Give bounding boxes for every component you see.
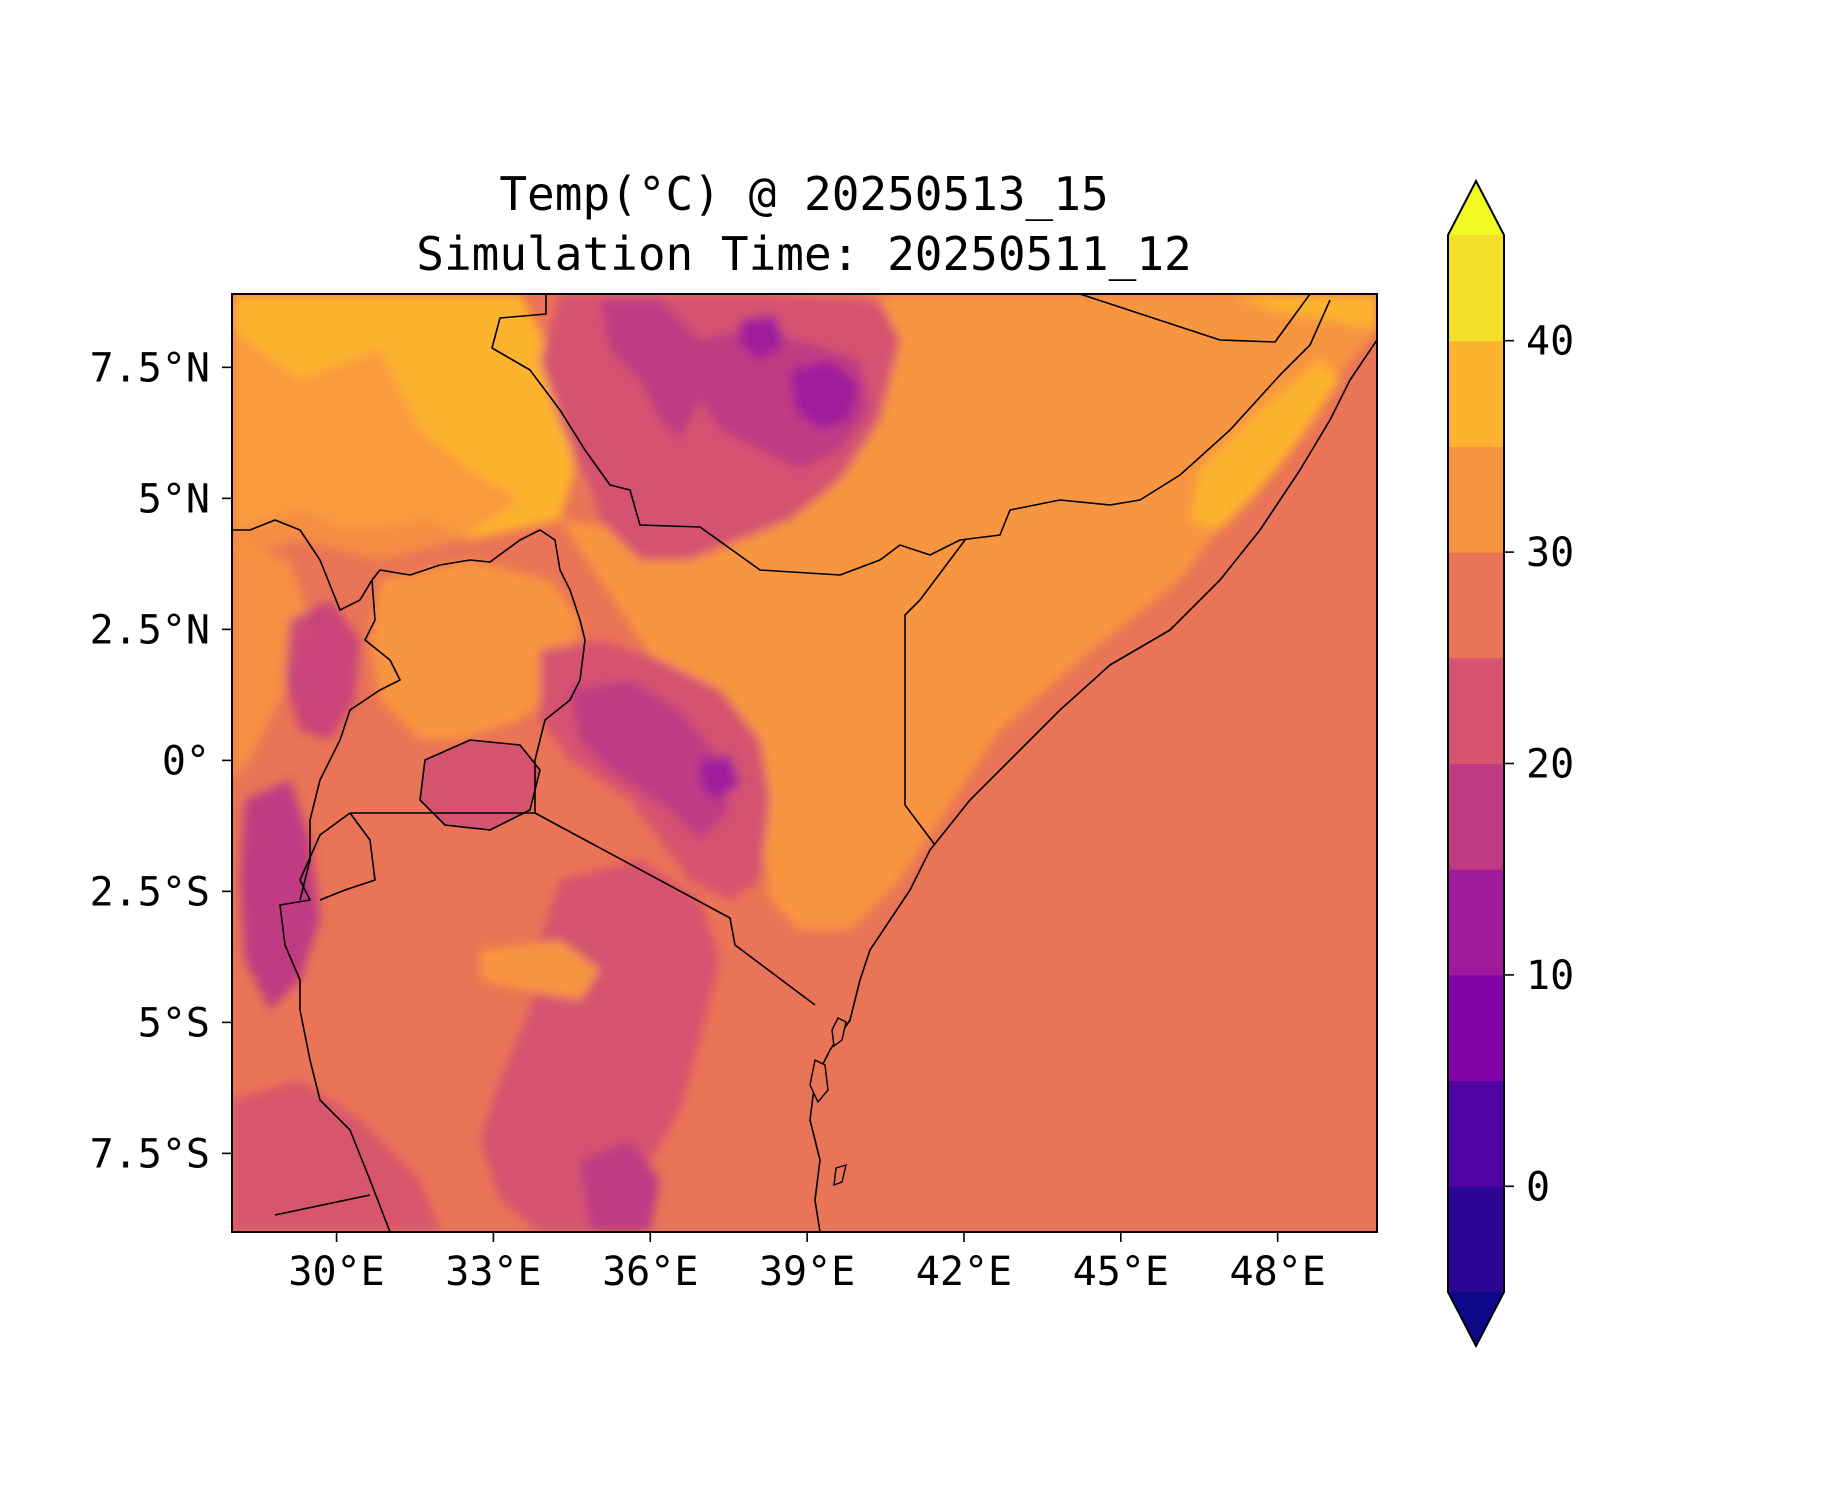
warm-region-uganda bbox=[370, 560, 580, 740]
warm-region-northwest bbox=[232, 330, 520, 560]
colorbar: 40 30 20 10 0 bbox=[1447, 178, 1574, 1349]
y-tick-label: 7.5°N bbox=[90, 345, 210, 391]
border-south-west bbox=[274, 1194, 371, 1216]
chart-title: Temp(°C) @ 20250513_15 bbox=[499, 167, 1109, 221]
colorbar-band bbox=[1448, 552, 1504, 659]
lake-victoria-outline bbox=[419, 739, 541, 831]
hot-region-somalia bbox=[1190, 360, 1340, 530]
colorbar-tick-label: 40 bbox=[1526, 319, 1574, 365]
border-kenya-somalia bbox=[904, 539, 966, 846]
colorbar-band bbox=[1448, 974, 1504, 1082]
border-uganda-drc bbox=[299, 579, 401, 901]
colorbar-extend-min bbox=[1448, 1292, 1504, 1346]
temperature-field bbox=[232, 294, 1377, 1232]
colorbar-extend-max bbox=[1448, 181, 1504, 235]
cold-spot-kenya bbox=[700, 755, 740, 800]
x-tick-label: 30°E bbox=[288, 1249, 384, 1295]
map-frame bbox=[231, 293, 1378, 1233]
colorbar-band bbox=[1448, 657, 1504, 764]
colder-region-ethiopia bbox=[600, 300, 870, 470]
lake-victoria bbox=[420, 740, 540, 830]
colorbar-band bbox=[1448, 1186, 1504, 1293]
border-kenya-tanzania bbox=[534, 812, 816, 1006]
x-tick-label: 42°E bbox=[916, 1249, 1012, 1295]
mafia-island bbox=[833, 1163, 847, 1187]
y-tick-label: 5°S bbox=[138, 1000, 210, 1046]
colorbar-tick-label: 0 bbox=[1526, 1164, 1550, 1210]
y-tick-label: 2.5°N bbox=[90, 607, 210, 653]
colorbar-band bbox=[1448, 446, 1504, 553]
border-ethiopia-west bbox=[491, 294, 1331, 576]
y-axis: 7.5°N 5°N 2.5°N 0° 2.5°S 5°S 7.5°S bbox=[90, 345, 232, 1177]
border-kenya-uganda bbox=[371, 529, 586, 813]
colorbar-tick-label: 30 bbox=[1526, 530, 1574, 576]
border-rwanda-burundi bbox=[279, 812, 391, 1232]
hot-region-north-rim bbox=[1230, 294, 1377, 330]
cool-region-southwest bbox=[232, 1080, 440, 1232]
colder-region-tanzania-south bbox=[580, 1140, 660, 1232]
colorbar-tick-label: 10 bbox=[1526, 953, 1574, 999]
colorbar-band bbox=[1448, 763, 1504, 870]
x-tick-label: 48°E bbox=[1229, 1249, 1325, 1295]
colorbar-band bbox=[1448, 1080, 1504, 1187]
border-ethiopia-north bbox=[1079, 294, 1311, 343]
colder-region-kenya bbox=[570, 680, 730, 840]
zanzibar-island bbox=[809, 1058, 829, 1104]
chart-subtitle: Simulation Time: 20250511_12 bbox=[416, 227, 1192, 281]
colorbar-band bbox=[1448, 235, 1504, 342]
y-tick-label: 5°N bbox=[138, 476, 210, 522]
warm-region-west bbox=[232, 540, 310, 780]
colorbar-outline bbox=[1447, 178, 1505, 1349]
border-uganda-south-sudan bbox=[232, 519, 373, 611]
x-axis: 30°E 33°E 36°E 39°E 42°E 45°E 48°E bbox=[288, 1232, 1326, 1295]
border-rwanda bbox=[319, 812, 376, 901]
y-tick-label: 0° bbox=[162, 738, 210, 784]
x-tick-label: 36°E bbox=[602, 1249, 698, 1295]
pemba-island bbox=[831, 1017, 847, 1048]
x-tick-label: 33°E bbox=[445, 1249, 541, 1295]
coldest-region-ethiopia bbox=[790, 360, 860, 430]
colorbar-band bbox=[1448, 340, 1504, 447]
colorbar-tick-label: 20 bbox=[1526, 742, 1574, 788]
x-tick-label: 45°E bbox=[1073, 1249, 1169, 1295]
cool-region-rwanda bbox=[285, 600, 360, 740]
cold-spot-ethiopia bbox=[740, 315, 785, 360]
y-tick-label: 2.5°S bbox=[90, 869, 210, 915]
x-tick-label: 39°E bbox=[759, 1249, 855, 1295]
colorbar-band bbox=[1448, 869, 1504, 976]
warm-patch-tanzania bbox=[480, 940, 600, 1000]
y-tick-label: 7.5°S bbox=[90, 1131, 210, 1177]
cool-region-rift bbox=[240, 780, 320, 1010]
